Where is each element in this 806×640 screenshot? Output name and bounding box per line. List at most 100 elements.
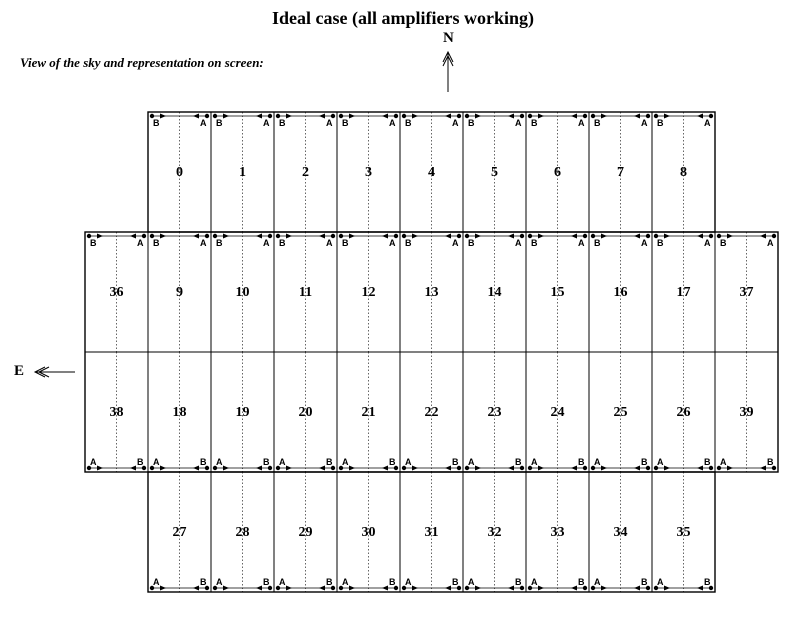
svg-text:13: 13 <box>425 285 439 300</box>
svg-text:34: 34 <box>614 525 628 540</box>
svg-text:A: A <box>531 457 538 467</box>
svg-text:B: B <box>200 577 207 587</box>
svg-text:B: B <box>263 457 270 467</box>
svg-text:B: B <box>641 577 648 587</box>
svg-text:0: 0 <box>176 165 183 180</box>
svg-text:A: A <box>515 238 522 248</box>
svg-text:B: B <box>263 577 270 587</box>
svg-text:B: B <box>389 577 396 587</box>
svg-text:B: B <box>452 577 459 587</box>
svg-text:B: B <box>641 457 648 467</box>
svg-text:B: B <box>137 457 144 467</box>
svg-text:B: B <box>326 577 333 587</box>
svg-text:A: A <box>405 457 412 467</box>
svg-text:3: 3 <box>365 165 372 180</box>
svg-text:A: A <box>578 238 585 248</box>
svg-text:A: A <box>452 238 459 248</box>
svg-text:B: B <box>452 457 459 467</box>
svg-text:26: 26 <box>677 405 691 420</box>
svg-text:A: A <box>594 457 601 467</box>
svg-text:A: A <box>216 457 223 467</box>
svg-text:10: 10 <box>236 285 250 300</box>
svg-text:A: A <box>153 457 160 467</box>
svg-text:15: 15 <box>551 285 565 300</box>
svg-text:A: A <box>279 577 286 587</box>
svg-text:A: A <box>216 577 223 587</box>
svg-text:32: 32 <box>488 525 502 540</box>
svg-text:A: A <box>153 577 160 587</box>
svg-text:A: A <box>342 457 349 467</box>
svg-text:A: A <box>389 118 396 128</box>
svg-text:2: 2 <box>302 165 309 180</box>
svg-text:B: B <box>578 577 585 587</box>
svg-text:B: B <box>90 238 97 248</box>
svg-text:A: A <box>137 238 144 248</box>
svg-text:B: B <box>389 457 396 467</box>
svg-text:5: 5 <box>491 165 498 180</box>
svg-text:6: 6 <box>554 165 561 180</box>
svg-text:B: B <box>216 118 223 128</box>
svg-text:A: A <box>452 118 459 128</box>
svg-text:B: B <box>279 238 286 248</box>
svg-text:25: 25 <box>614 405 628 420</box>
svg-text:21: 21 <box>362 405 376 420</box>
svg-text:37: 37 <box>740 285 754 300</box>
svg-text:B: B <box>594 118 601 128</box>
svg-text:7: 7 <box>617 165 624 180</box>
svg-text:B: B <box>720 238 727 248</box>
svg-text:A: A <box>515 118 522 128</box>
svg-text:4: 4 <box>428 165 435 180</box>
svg-text:A: A <box>90 457 97 467</box>
svg-text:A: A <box>389 238 396 248</box>
svg-text:B: B <box>153 238 160 248</box>
svg-text:B: B <box>200 457 207 467</box>
svg-text:8: 8 <box>680 165 687 180</box>
svg-text:A: A <box>263 238 270 248</box>
svg-text:A: A <box>531 577 538 587</box>
svg-text:B: B <box>279 118 286 128</box>
svg-text:1: 1 <box>239 165 246 180</box>
svg-text:B: B <box>515 577 522 587</box>
svg-text:A: A <box>342 577 349 587</box>
svg-text:A: A <box>578 118 585 128</box>
svg-text:B: B <box>704 457 711 467</box>
svg-text:B: B <box>468 118 475 128</box>
svg-text:B: B <box>657 118 664 128</box>
svg-text:B: B <box>657 238 664 248</box>
svg-text:27: 27 <box>173 525 187 540</box>
svg-text:A: A <box>200 118 207 128</box>
svg-text:A: A <box>200 238 207 248</box>
svg-text:A: A <box>767 238 774 248</box>
svg-text:33: 33 <box>551 525 565 540</box>
svg-text:B: B <box>153 118 160 128</box>
svg-text:A: A <box>720 457 727 467</box>
svg-text:A: A <box>704 238 711 248</box>
svg-text:A: A <box>279 457 286 467</box>
svg-text:B: B <box>578 457 585 467</box>
svg-text:B: B <box>531 118 538 128</box>
svg-text:A: A <box>326 238 333 248</box>
svg-text:17: 17 <box>677 285 691 300</box>
svg-text:29: 29 <box>299 525 313 540</box>
svg-text:30: 30 <box>362 525 376 540</box>
svg-text:A: A <box>704 118 711 128</box>
svg-text:23: 23 <box>488 405 502 420</box>
ccd-mosaic-diagram: 0BA1BA2BA3BA4BA5BA6BA7BA8BA36BA9BA10BA11… <box>0 0 806 640</box>
svg-text:A: A <box>657 577 664 587</box>
svg-text:18: 18 <box>173 405 187 420</box>
svg-text:A: A <box>641 118 648 128</box>
svg-text:14: 14 <box>488 285 502 300</box>
svg-text:A: A <box>326 118 333 128</box>
svg-text:22: 22 <box>425 405 439 420</box>
svg-text:19: 19 <box>236 405 250 420</box>
svg-text:B: B <box>326 457 333 467</box>
svg-text:24: 24 <box>551 405 565 420</box>
svg-text:38: 38 <box>110 405 124 420</box>
svg-text:A: A <box>468 457 475 467</box>
svg-text:B: B <box>405 118 412 128</box>
svg-text:A: A <box>405 577 412 587</box>
svg-text:B: B <box>594 238 601 248</box>
svg-text:35: 35 <box>677 525 691 540</box>
svg-text:39: 39 <box>740 405 754 420</box>
svg-text:A: A <box>594 577 601 587</box>
